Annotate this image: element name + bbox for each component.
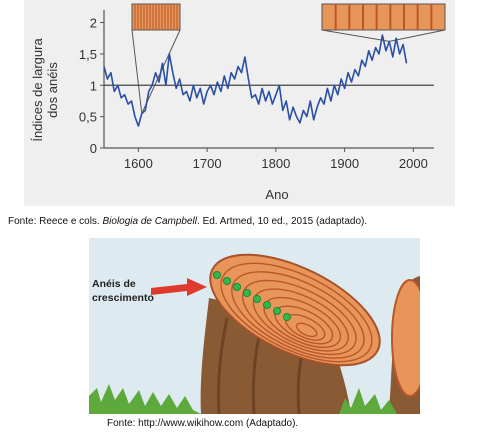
grass bbox=[89, 384, 397, 414]
tree-stump-illustration: Anéis de crescimento bbox=[89, 238, 420, 414]
x-axis-label: Ano bbox=[265, 187, 288, 202]
ring-marker-dot bbox=[232, 283, 241, 292]
right-stump-top bbox=[391, 279, 420, 397]
ring-marker-dot bbox=[242, 289, 251, 298]
ring-marker-dot bbox=[222, 277, 231, 286]
x-tick-label: 2000 bbox=[399, 156, 428, 171]
chart-source-book-title: Biologia de Campbell bbox=[102, 216, 198, 227]
y-tick-label: 2 bbox=[90, 16, 97, 31]
pointer-arrow bbox=[151, 278, 207, 296]
tree-stump-drawing bbox=[89, 238, 420, 414]
wood-sample-inset-wide-rings bbox=[321, 3, 446, 42]
x-tick-label: 1700 bbox=[193, 156, 222, 171]
inset-connector bbox=[321, 29, 390, 42]
ring-width-series-line bbox=[103, 34, 408, 127]
inset-connector bbox=[131, 29, 143, 114]
growth-ring bbox=[231, 271, 365, 359]
wood-sample-inset-narrow-rings bbox=[131, 3, 181, 114]
ring-width-chart: 1600 1700 1800 1900 2000 0 0,5 1 1,5 2 Ano Índice… bbox=[30, 3, 446, 202]
growth-rings-label-line-1: Anéis de bbox=[92, 278, 136, 290]
ring-markers bbox=[213, 271, 291, 322]
chart-source-caption: Fonte: Reece e cols. Biologia de Campbel… bbox=[8, 216, 367, 227]
ring-marker-dot bbox=[213, 271, 222, 280]
image-source-caption: Fonte: http://www.wikihow.com (Adaptado)… bbox=[107, 418, 299, 429]
chart-source-prefix: Fonte: Reece e cols. bbox=[8, 216, 103, 227]
growth-ring bbox=[220, 262, 373, 363]
axes bbox=[100, 10, 434, 152]
ring-marker-dot bbox=[252, 295, 261, 304]
y-tick-label: 0 bbox=[90, 141, 97, 156]
x-tick-label: 1600 bbox=[124, 156, 153, 171]
x-tick-label: 1800 bbox=[261, 156, 290, 171]
y-axis-label-line-1: Índices de largura bbox=[30, 38, 45, 142]
series bbox=[103, 34, 408, 127]
chart-source-suffix: . Ed. Artmed, 10 ed., 2015 (adaptado). bbox=[197, 216, 368, 227]
ring-marker-dot bbox=[282, 313, 291, 322]
inset-connector bbox=[389, 29, 446, 42]
x-tick-label: 1900 bbox=[330, 156, 359, 171]
y-axis-label: Índices de largura dos anéis bbox=[30, 38, 60, 142]
chart-panel: 1600 1700 1800 1900 2000 0 0,5 1 1,5 2 Ano Índice… bbox=[24, 0, 455, 206]
growth-rings-label-line-2: crescimento bbox=[92, 292, 154, 304]
growth-ring bbox=[295, 322, 318, 338]
y-tick-label: 0,5 bbox=[79, 110, 97, 125]
wood-sample bbox=[321, 3, 446, 31]
y-axis-label-line-2: dos anéis bbox=[45, 62, 60, 118]
ring-marker-dot bbox=[272, 307, 281, 316]
tick-labels: 1600 1700 1800 1900 2000 0 0,5 1 1,5 2 bbox=[79, 16, 428, 171]
y-tick-label: 1,5 bbox=[79, 47, 97, 62]
ring-marker-dot bbox=[262, 301, 271, 310]
growth-rings-label: Anéis de crescimento bbox=[92, 277, 154, 305]
y-tick-label: 1 bbox=[90, 78, 97, 93]
